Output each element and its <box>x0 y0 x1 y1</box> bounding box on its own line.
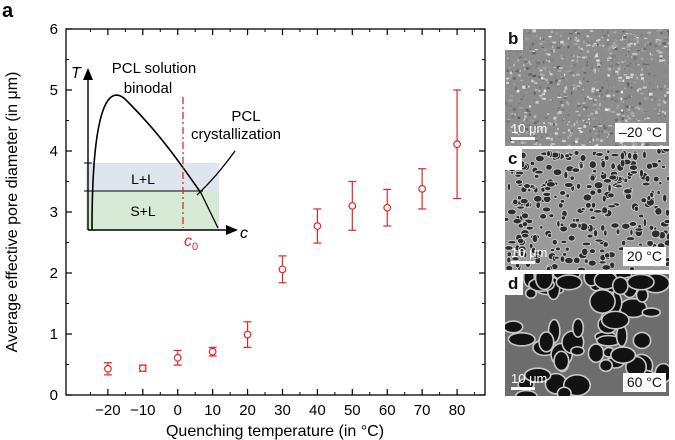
crystallization-curve <box>196 150 236 196</box>
region-sl-label: S+L <box>130 203 156 219</box>
data-point-1 <box>138 364 147 373</box>
y-tick-label-3: 3 <box>50 204 58 221</box>
y-tick-label-4: 4 <box>50 143 58 160</box>
cryst-label-1: PCL <box>231 108 260 125</box>
c0-label: c0 <box>184 233 198 253</box>
temperature-label-b: –20 °C <box>615 123 666 142</box>
sem-panel-d: d 60 °C 10 μm <box>505 274 669 396</box>
marker-9 <box>418 184 427 193</box>
lower-phase-band <box>86 191 219 230</box>
sem-panel-c: c 20 °C 10 μm <box>505 149 669 270</box>
x-tick-label-9: 70 <box>414 402 431 419</box>
inset-c-arrow <box>226 225 238 235</box>
x-tick-label-4: 20 <box>239 402 256 419</box>
scale-bar-b: 10 μm <box>511 122 547 140</box>
data-point-2 <box>173 349 182 366</box>
binodal-label-1: PCL solution <box>112 60 197 77</box>
x-tick-label-5: 30 <box>274 402 291 419</box>
data-point-8 <box>383 188 392 227</box>
scale-bar-d: 10 μm <box>511 372 547 390</box>
panel-label-a: a <box>2 0 14 22</box>
scale-bar-c: 10 μm <box>511 246 547 264</box>
x-tick-label-3: 10 <box>204 402 221 419</box>
x-tick-label-6: 40 <box>309 402 326 419</box>
c0-label-sub: 0 <box>192 241 198 253</box>
panel-label-d: d <box>505 274 524 295</box>
y-tick-label-1: 1 <box>50 326 58 343</box>
cryst-label-2: crystallization <box>191 126 281 143</box>
data-point-3 <box>208 346 217 357</box>
panel-label-b: b <box>505 29 524 50</box>
marker-3 <box>208 347 217 356</box>
y-tick-label-5: 5 <box>50 82 58 99</box>
marker-0 <box>103 364 112 373</box>
data-point-10 <box>453 89 462 200</box>
scale-text-d: 10 μm <box>511 371 548 386</box>
binodal-curve <box>91 94 202 231</box>
temperature-label-d: 60 °C <box>622 373 666 392</box>
x-axis-label: Quenching temperature (in °C) <box>166 423 384 440</box>
marker-10 <box>453 140 461 149</box>
y-tick-label-0: 0 <box>50 387 58 404</box>
scale-line-d <box>511 387 535 390</box>
marker-7 <box>348 201 357 210</box>
data-point-7 <box>348 180 357 231</box>
c0-label-main: c <box>184 233 192 250</box>
marker-5 <box>278 265 287 274</box>
marker-1 <box>138 364 147 373</box>
sem-panel-b: b –20 °C 10 μm <box>505 29 669 146</box>
y-ticks: 0 1 2 3 4 5 6 <box>50 21 485 404</box>
data-point-5 <box>278 255 287 284</box>
data-point-0 <box>103 362 112 376</box>
x-tick-label-8: 60 <box>379 402 396 419</box>
scale-text-b: 10 μm <box>511 121 548 136</box>
phase-diagram-inset: T c PCL solution binodal PCL crystalliza… <box>71 60 281 253</box>
scale-text-c: 10 μm <box>511 245 548 260</box>
marker-2 <box>173 353 182 362</box>
data-point-6 <box>313 208 322 244</box>
data-point-4 <box>243 321 252 349</box>
panel-label-c: c <box>505 149 523 170</box>
marker-6 <box>313 222 322 230</box>
x-tick-label-0: −20 <box>95 402 120 419</box>
data-point-9 <box>418 168 427 210</box>
inset-t-label: T <box>71 65 82 82</box>
temperature-label-c: 20 °C <box>622 247 666 266</box>
scale-line-b <box>511 137 535 140</box>
y-tick-label-6: 6 <box>50 21 58 38</box>
x-tick-label-2: 0 <box>174 402 182 419</box>
y-tick-label-2: 2 <box>50 265 58 282</box>
solidus-curve <box>200 192 219 229</box>
scale-line-c <box>511 261 535 264</box>
x-tick-label-1: −10 <box>130 402 155 419</box>
marker-8 <box>383 203 392 212</box>
binodal-label-2: binodal <box>124 80 172 97</box>
region-ll-label: L+L <box>131 171 155 187</box>
marker-4 <box>243 330 252 339</box>
data-marks <box>103 89 462 376</box>
y-axis-label: Average effective pore diameter (in μm) <box>4 72 21 353</box>
inset-c-label: c <box>240 225 248 242</box>
x-ticks: −20 −10 0 10 20 30 40 50 60 70 80 <box>89 29 476 419</box>
inset-t-arrow <box>83 68 93 80</box>
pore-diameter-chart: a T c PCL solution binodal PCL crystalli… <box>2 0 486 440</box>
x-tick-label-10: 80 <box>449 402 466 419</box>
x-tick-label-7: 50 <box>344 402 361 419</box>
